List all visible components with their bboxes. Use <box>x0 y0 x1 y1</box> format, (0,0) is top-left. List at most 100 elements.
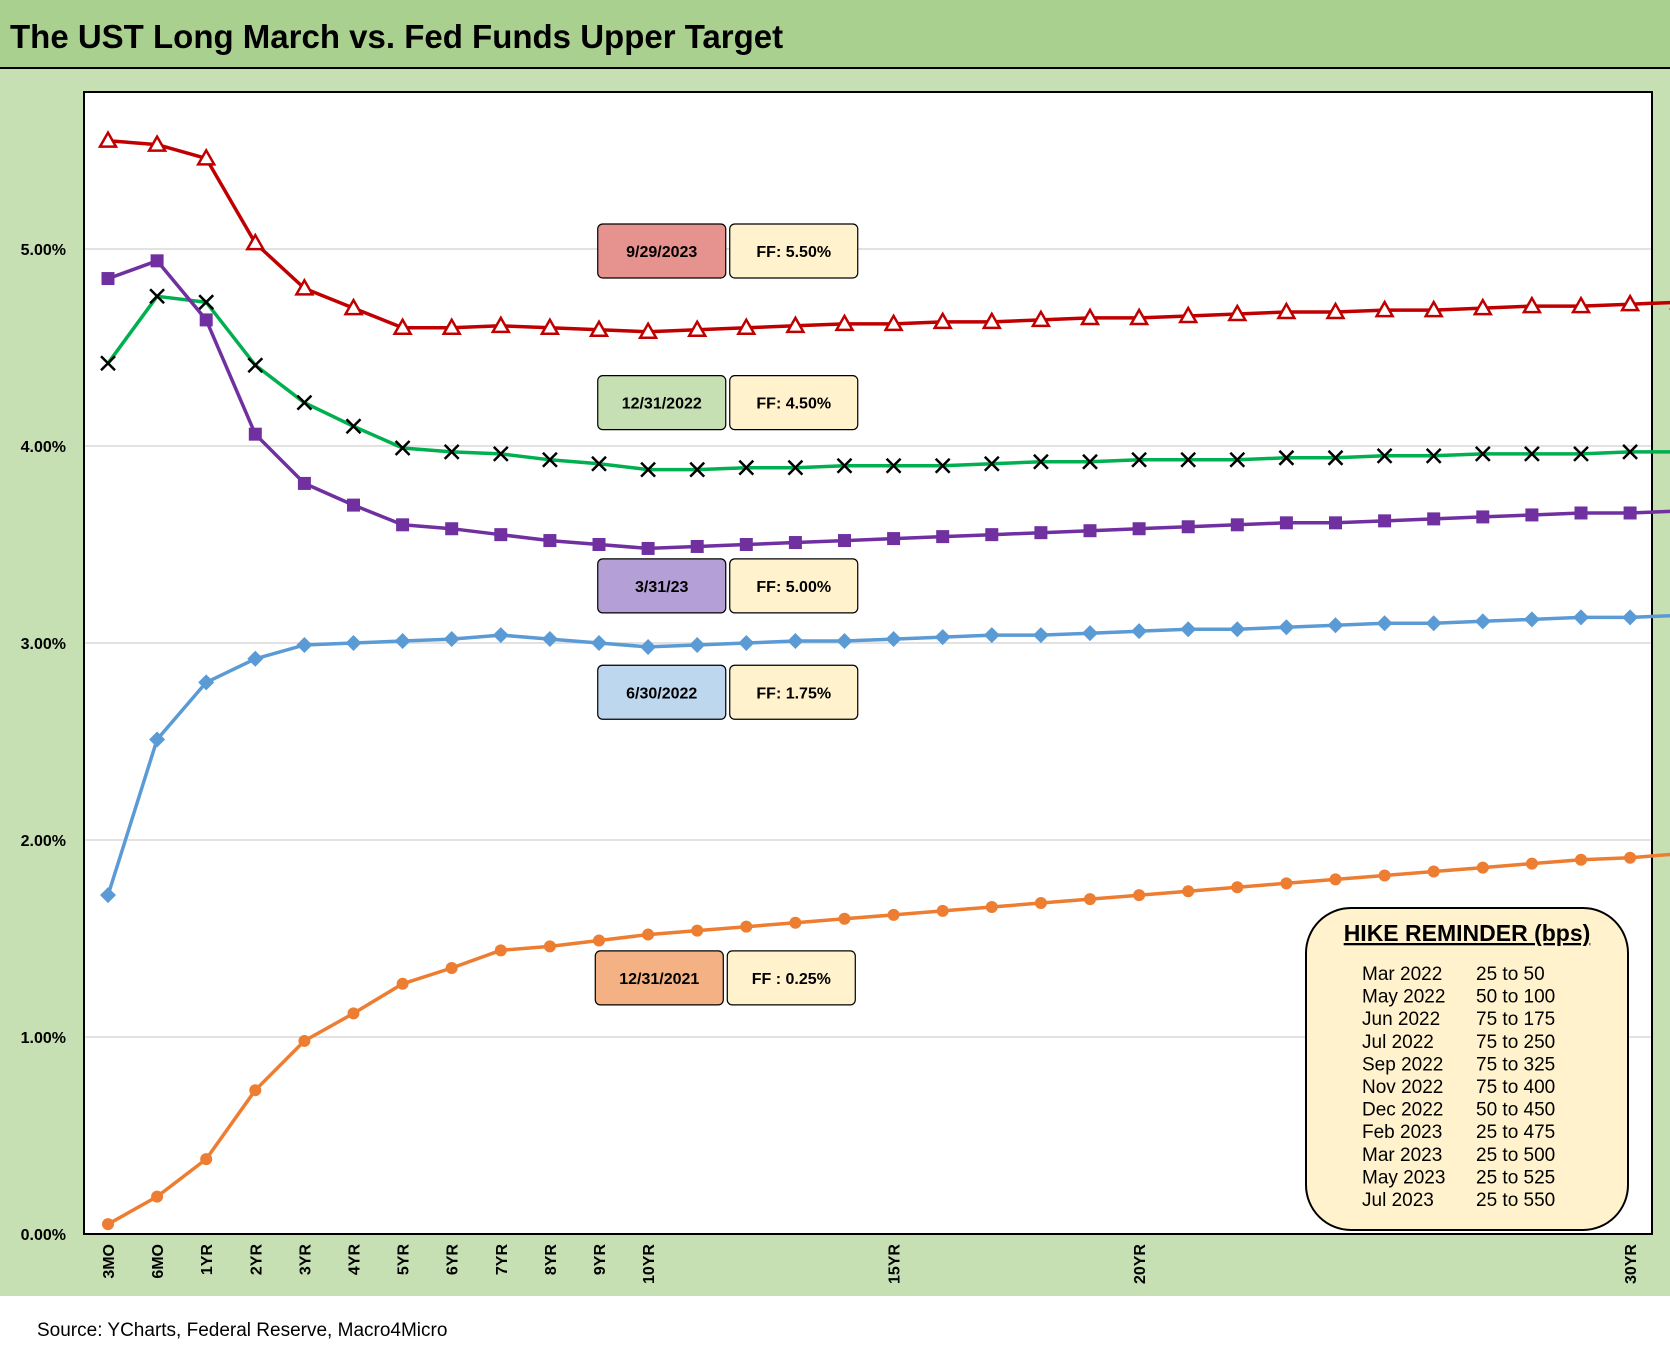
data-point-circle <box>1182 885 1194 897</box>
hike-amount: 75 to 250 <box>1476 1032 1555 1053</box>
series-date-label: 12/31/2022 <box>622 396 702 413</box>
data-point-circle <box>1035 897 1047 909</box>
hike-reminder-background <box>1306 908 1628 1230</box>
data-point-square <box>985 528 998 541</box>
hike-reminder-title: HIKE REMINDER (bps) <box>1344 920 1591 946</box>
x-tick-label: 2YR <box>248 1244 265 1276</box>
data-point-circle <box>1624 852 1636 864</box>
hike-amount: 75 to 400 <box>1476 1077 1555 1098</box>
data-point-square <box>1133 522 1146 535</box>
series-date-label: 3/31/23 <box>635 579 688 596</box>
data-point-circle <box>1084 893 1096 905</box>
data-point-square <box>543 534 556 547</box>
data-point-square <box>445 522 458 535</box>
data-point-square <box>936 530 949 543</box>
data-point-square <box>1231 518 1244 531</box>
data-point-circle <box>544 940 556 952</box>
data-point-square <box>642 542 655 555</box>
data-point-square <box>593 538 606 551</box>
data-point-square <box>838 534 851 547</box>
x-tick-label: 1YR <box>199 1244 216 1276</box>
data-point-circle <box>446 962 458 974</box>
hike-date: Jun 2022 <box>1362 1009 1440 1030</box>
data-point-circle <box>937 905 949 917</box>
data-point-square <box>1034 526 1047 539</box>
data-point-square <box>298 477 311 490</box>
hike-amount: 50 to 100 <box>1476 987 1555 1008</box>
hike-date: May 2023 <box>1362 1167 1445 1188</box>
y-tick-label: 5.00% <box>21 242 66 259</box>
series-date-label: 6/30/2022 <box>626 685 697 702</box>
y-tick-label: 2.00% <box>21 833 66 850</box>
x-tick-label: 6YR <box>445 1244 462 1276</box>
data-point-square <box>494 528 507 541</box>
hike-reminder-box: HIKE REMINDER (bps) Mar 2022 25 to 50 May … <box>1306 908 1628 1230</box>
data-point-circle <box>249 1084 261 1096</box>
data-point-circle <box>495 944 507 956</box>
hike-date: Jul 2022 <box>1362 1032 1434 1053</box>
data-point-circle <box>200 1153 212 1165</box>
hike-amount: 75 to 325 <box>1476 1054 1555 1075</box>
x-tick-label: 30YR <box>1623 1244 1640 1284</box>
data-point-square <box>200 313 213 326</box>
data-point-square <box>1280 516 1293 529</box>
x-tick-label: 8YR <box>543 1244 560 1276</box>
data-point-circle <box>397 978 409 990</box>
data-point-square <box>1182 520 1195 533</box>
data-point-square <box>1575 506 1588 519</box>
data-point-square <box>1624 506 1637 519</box>
x-tick-label: 6MO <box>150 1244 167 1279</box>
hike-amount: 25 to 500 <box>1476 1145 1555 1166</box>
data-point-square <box>740 538 753 551</box>
data-point-circle <box>1379 869 1391 881</box>
data-point-circle <box>348 1007 360 1019</box>
x-tick-label: 9YR <box>592 1244 609 1276</box>
x-tick-label: 3MO <box>101 1244 118 1279</box>
hike-amount: 50 to 450 <box>1476 1100 1555 1121</box>
data-point-circle <box>1477 862 1489 874</box>
data-point-square <box>1084 524 1097 537</box>
data-point-square <box>1525 508 1538 521</box>
series-date-label: 12/31/2021 <box>619 971 699 988</box>
data-point-circle <box>1280 877 1292 889</box>
fed-funds-label: FF: 5.50% <box>756 244 831 261</box>
hike-date: Dec 2022 <box>1362 1100 1443 1121</box>
data-point-circle <box>986 901 998 913</box>
data-point-circle <box>1231 881 1243 893</box>
data-point-square <box>1329 516 1342 529</box>
x-tick-label: 7YR <box>494 1244 511 1276</box>
data-point-circle <box>593 934 605 946</box>
data-point-square <box>151 254 164 267</box>
data-point-square <box>249 428 262 441</box>
x-tick-label: 10YR <box>641 1244 658 1284</box>
data-point-circle <box>102 1218 114 1230</box>
hike-amount: 25 to 475 <box>1476 1122 1555 1143</box>
x-tick-label: 4YR <box>347 1244 364 1276</box>
data-point-square <box>102 272 115 285</box>
y-tick-label: 3.00% <box>21 636 66 653</box>
hike-date: Sep 2022 <box>1362 1054 1443 1075</box>
hike-amount: 75 to 175 <box>1476 1009 1555 1030</box>
hike-date: Nov 2022 <box>1362 1077 1443 1098</box>
hike-amount: 25 to 525 <box>1476 1167 1555 1188</box>
data-point-circle <box>1133 889 1145 901</box>
hike-amount: 25 to 50 <box>1476 964 1545 985</box>
data-point-circle <box>298 1035 310 1047</box>
chart-title: The UST Long March vs. Fed Funds Upper T… <box>10 18 783 55</box>
y-tick-label: 1.00% <box>21 1030 66 1047</box>
data-point-square <box>789 536 802 549</box>
x-tick-label: 15YR <box>887 1244 904 1284</box>
hike-date: Jul 2023 <box>1362 1190 1434 1211</box>
data-point-circle <box>1428 866 1440 878</box>
data-point-circle <box>888 909 900 921</box>
hike-date: Mar 2023 <box>1362 1145 1442 1166</box>
hike-date: May 2022 <box>1362 987 1445 1008</box>
hike-date: Mar 2022 <box>1362 964 1442 985</box>
fed-funds-label: FF: 4.50% <box>756 396 831 413</box>
x-tick-label: 5YR <box>396 1244 413 1276</box>
data-point-circle <box>642 929 654 941</box>
series-date-label: 9/29/2023 <box>626 244 697 261</box>
hike-date: Feb 2023 <box>1362 1122 1442 1143</box>
